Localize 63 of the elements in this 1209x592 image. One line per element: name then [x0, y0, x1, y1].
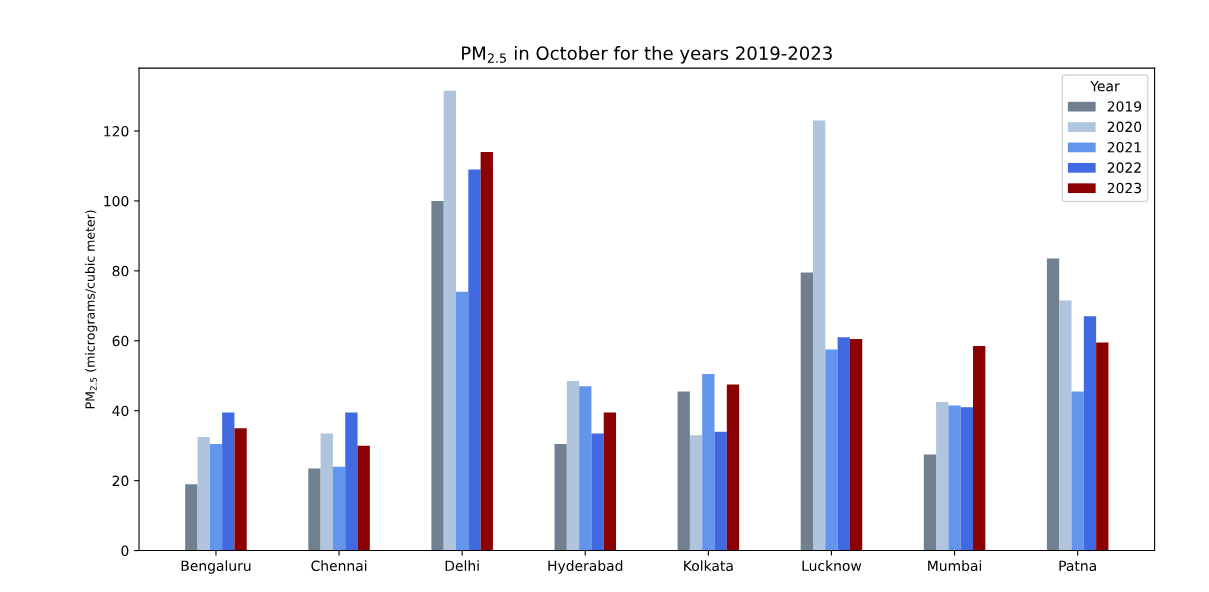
y-tick-label: 60: [112, 335, 129, 347]
bar: [1059, 300, 1072, 551]
bar: [1046, 258, 1060, 551]
bar: [948, 405, 961, 551]
bar: [579, 386, 592, 551]
bar: [222, 412, 235, 551]
bar: [357, 445, 370, 551]
chart-title: PM$_{2.5}$ in October for the years 2019-2023: [462, 46, 832, 64]
bar: [554, 443, 567, 551]
y-tick-label: 120: [104, 125, 129, 137]
bar: [345, 412, 358, 551]
x-tick-label: Kolkata: [684, 560, 733, 572]
bar: [714, 431, 727, 551]
x-tick-label: Patna: [1059, 560, 1096, 572]
x-tick-label: Delhi: [445, 560, 479, 572]
y-tick-label: 100: [104, 195, 129, 207]
bar: [308, 468, 321, 551]
bar: [936, 401, 949, 551]
bar: [468, 169, 481, 551]
legend-label: 2019: [1107, 101, 1142, 112]
bar: [1071, 391, 1084, 551]
legend-label: 2021: [1107, 141, 1141, 153]
legend-label: 2023: [1107, 182, 1141, 194]
bar: [702, 374, 715, 551]
bar: [800, 272, 813, 551]
y-tick-label: 80: [112, 265, 129, 277]
bar: [591, 433, 604, 551]
bar: [837, 337, 850, 551]
x-tick-label: Chennai: [311, 560, 367, 572]
bar: [431, 200, 444, 551]
y-tick-label: 40: [112, 405, 129, 417]
bar: [825, 349, 838, 551]
x-tick-label: Lucknow: [802, 560, 862, 572]
x-tick-label: Mumbai: [928, 560, 982, 572]
bar: [726, 384, 740, 551]
bar: [320, 433, 333, 551]
bar: [1083, 316, 1097, 551]
bar: [689, 435, 703, 551]
x-tick-label: Bengaluru: [181, 560, 251, 574]
bar: [456, 291, 469, 551]
legend-label: 2022: [1107, 162, 1141, 173]
bar: [566, 380, 580, 551]
bar: [960, 407, 974, 551]
bar: [677, 391, 690, 551]
bar: [185, 484, 198, 551]
bar: [480, 151, 493, 551]
y-tick-label: 0: [121, 545, 129, 557]
bar: [197, 436, 210, 551]
bar: [443, 90, 457, 551]
bar: [332, 466, 346, 551]
bar: [813, 120, 826, 551]
x-tick-label: Hyderabad: [548, 560, 623, 574]
bar: [234, 428, 247, 551]
bar: [849, 339, 863, 551]
legend-label: 2020: [1107, 121, 1142, 133]
bar: [973, 346, 986, 551]
bar: [603, 412, 617, 551]
bar: [923, 454, 937, 551]
y-axis-title: PM$_{2.5}$ (micrograms/cubic meter): [85, 210, 98, 409]
legend-title: Year: [1090, 81, 1120, 92]
bar: [209, 443, 223, 551]
bar: [1096, 342, 1109, 551]
y-tick-label: 20: [112, 475, 129, 487]
